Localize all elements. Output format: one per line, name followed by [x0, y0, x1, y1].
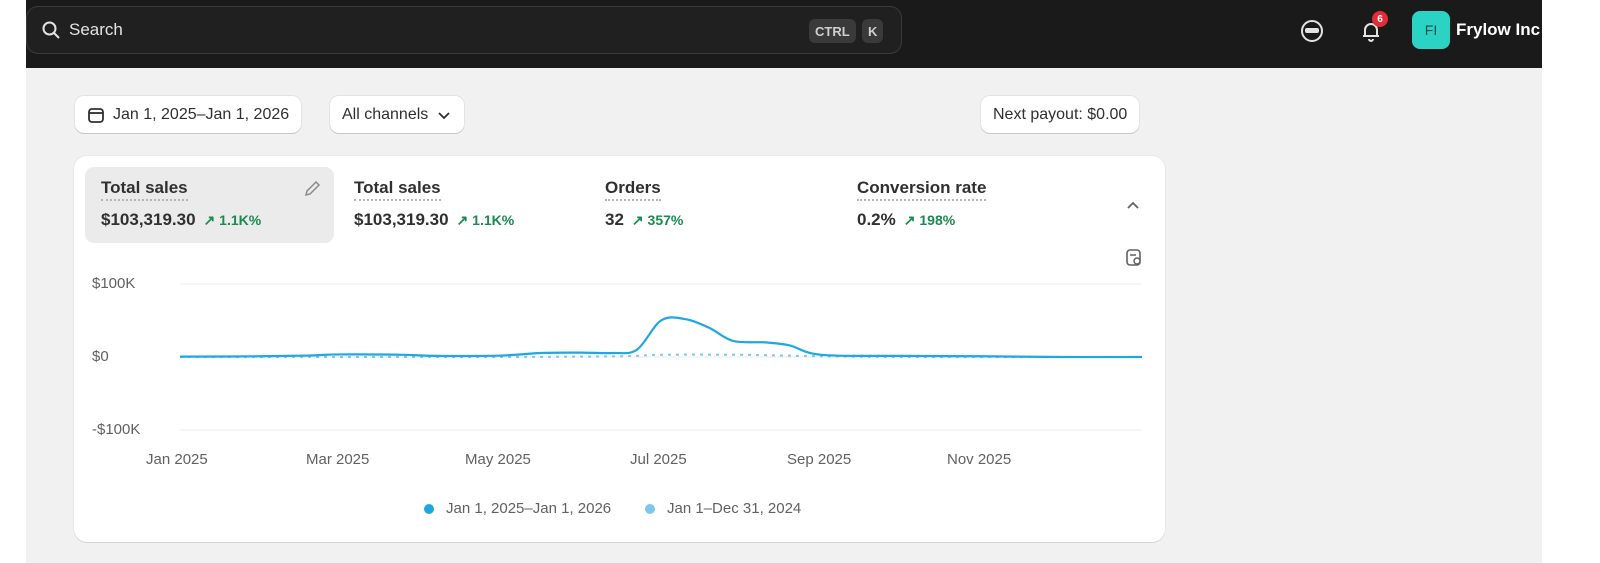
- top-bar: Search CTRL K 6 FI Frylow Inc: [26, 0, 1542, 68]
- metric-total-sales-selected[interactable]: Total sales $103,319.30 ↗ 1.1K%: [85, 167, 334, 243]
- incognito-icon[interactable]: [1299, 18, 1325, 44]
- legend-previous[interactable]: Jan 1–Dec 31, 2024: [645, 500, 801, 517]
- sales-card: Total sales $103,319.30 ↗ 1.1K% Total sal…: [74, 156, 1165, 542]
- shortcut-ctrl: CTRL: [809, 19, 856, 43]
- metric-delta: 198%: [919, 211, 956, 228]
- pencil-icon[interactable]: [302, 179, 322, 199]
- avatar[interactable]: FI: [1412, 11, 1450, 49]
- legend-dot: [645, 503, 655, 514]
- next-payout-button[interactable]: Next payout: $0.00: [981, 96, 1140, 133]
- metric-label: Orders: [605, 178, 661, 201]
- search-icon: [42, 21, 60, 39]
- legend-current[interactable]: Jan 1, 2025–Jan 1, 2026: [424, 500, 611, 517]
- legend-label: Jan 1–Dec 31, 2024: [667, 500, 802, 517]
- shortcut-k: K: [862, 19, 884, 43]
- date-range-button[interactable]: Jan 1, 2025–Jan 1, 2026: [75, 96, 302, 133]
- current-period-line: [179, 316, 1143, 359]
- sales-line-chart: [179, 283, 1143, 431]
- metric-label: Total sales: [101, 178, 188, 201]
- channels-dropdown[interactable]: All channels: [330, 96, 465, 133]
- metric-label: Total sales: [354, 178, 441, 201]
- calendar-icon: [88, 107, 104, 123]
- arrow-up-right-icon: ↗: [203, 211, 216, 228]
- metric-value: 0.2%: [857, 210, 896, 229]
- metric-label: Conversion rate: [857, 178, 987, 201]
- date-range-label: Jan 1, 2025–Jan 1, 2026: [113, 105, 290, 123]
- metric-conversion-rate[interactable]: Conversion rate 0.2% ↗ 198%: [841, 167, 1081, 243]
- metric-delta: 357%: [647, 211, 684, 228]
- store-name[interactable]: Frylow Inc: [1456, 20, 1541, 39]
- app: Search CTRL K 6 FI Frylow Inc Jan 1, 202…: [26, 0, 1542, 563]
- y-tick-label: $100K: [92, 275, 136, 292]
- search-placeholder: Search: [69, 20, 123, 39]
- x-tick-label: May 2025: [465, 451, 531, 468]
- metric-total-sales[interactable]: Total sales $103,319.30 ↗ 1.1K%: [338, 167, 578, 243]
- x-tick-label: Mar 2025: [306, 451, 370, 468]
- x-tick-label: Jul 2025: [630, 451, 687, 468]
- metric-value: $103,319.30: [101, 210, 196, 229]
- arrow-up-right-icon: ↗: [456, 211, 469, 228]
- metric-value: $103,319.30: [354, 210, 449, 229]
- legend-dot: [424, 503, 434, 514]
- arrow-up-right-icon: ↗: [631, 211, 644, 228]
- chevron-up-icon[interactable]: [1124, 197, 1142, 215]
- metric-delta: 1.1K%: [219, 211, 262, 228]
- arrow-up-right-icon: ↗: [903, 211, 916, 228]
- x-tick-label: Sep 2025: [787, 451, 852, 468]
- x-tick-label: Jan 2025: [146, 451, 208, 468]
- legend-label: Jan 1, 2025–Jan 1, 2026: [446, 500, 612, 517]
- chevron-down-icon: [438, 111, 450, 119]
- metric-value: 32: [605, 210, 624, 229]
- bell-icon[interactable]: [1358, 18, 1384, 44]
- channels-label: All channels: [342, 105, 429, 123]
- payout-label: Next payout: $0.00: [993, 105, 1128, 123]
- notification-badge: 6: [1372, 11, 1388, 27]
- y-tick-label: $0: [92, 348, 109, 365]
- metric-orders[interactable]: Orders 32 ↗ 357%: [589, 167, 829, 243]
- metric-delta: 1.1K%: [472, 211, 515, 228]
- chart-analyze-icon[interactable]: [1124, 248, 1144, 268]
- search-input[interactable]: Search CTRL K: [26, 6, 902, 54]
- y-tick-label: -$100K: [92, 421, 141, 438]
- x-tick-label: Nov 2025: [947, 451, 1012, 468]
